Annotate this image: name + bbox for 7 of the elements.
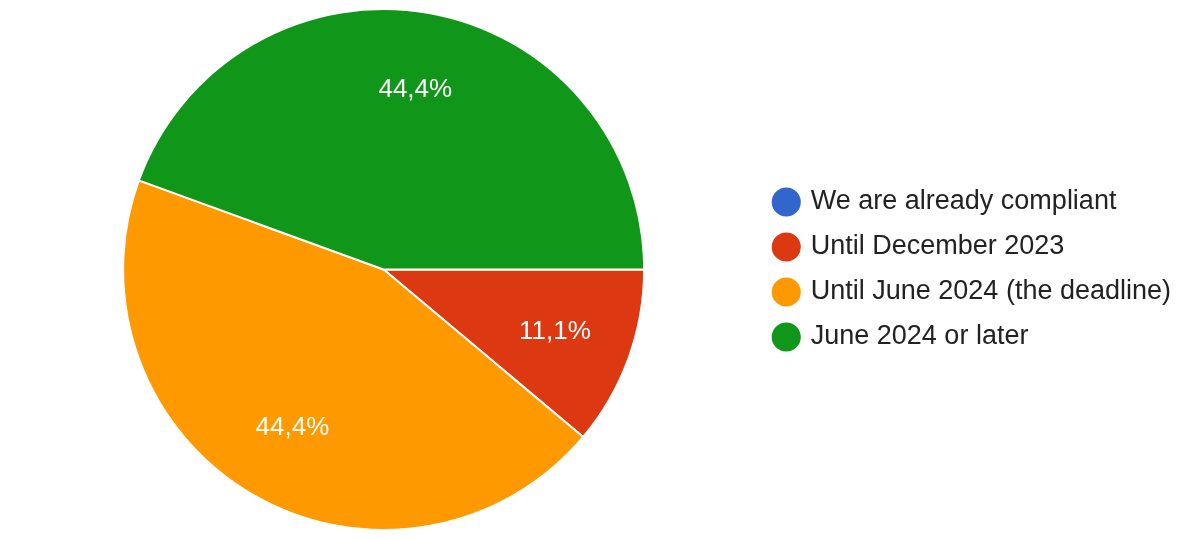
data-label: 44,4%	[255, 410, 330, 441]
data-label: 11,1%	[519, 315, 591, 346]
legend-label: Until December 2023	[810, 230, 1065, 261]
legend-label: We are already compliant	[810, 185, 1117, 216]
data-label: 44,4%	[378, 73, 453, 104]
legend-label: Until June 2024 (the deadline)	[810, 275, 1172, 306]
legend-label: June 2024 or later	[810, 320, 1029, 351]
